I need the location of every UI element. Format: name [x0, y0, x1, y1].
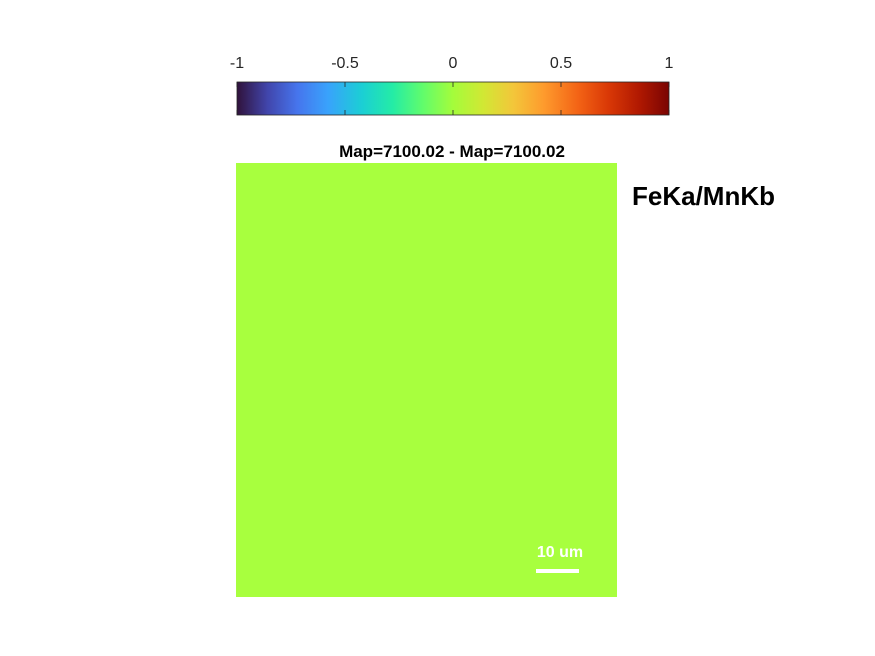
colorbar-tick-label: -1 — [230, 55, 244, 72]
chart-title: Map=7100.02 - Map=7100.02 — [339, 142, 565, 161]
colorbar-tick-label: 0 — [449, 55, 458, 72]
side-label: FeKa/MnKb — [632, 181, 775, 211]
colorbar-tick-label: 1 — [665, 55, 674, 72]
scale-bar-line — [536, 569, 579, 573]
scale-bar: 10 um — [536, 544, 583, 573]
map-image — [236, 163, 617, 597]
colorbar-border — [236, 81, 670, 116]
scale-bar-label: 10 um — [537, 544, 583, 561]
colorbar-gradient — [237, 82, 669, 115]
colorbar: -1 -0.5 0 0.5 1 — [230, 55, 674, 116]
colorbar-tick-label: -0.5 — [331, 55, 359, 72]
colorbar-ticks: -1 -0.5 0 0.5 1 — [230, 55, 674, 115]
colorbar-tick-label: 0.5 — [550, 55, 572, 72]
